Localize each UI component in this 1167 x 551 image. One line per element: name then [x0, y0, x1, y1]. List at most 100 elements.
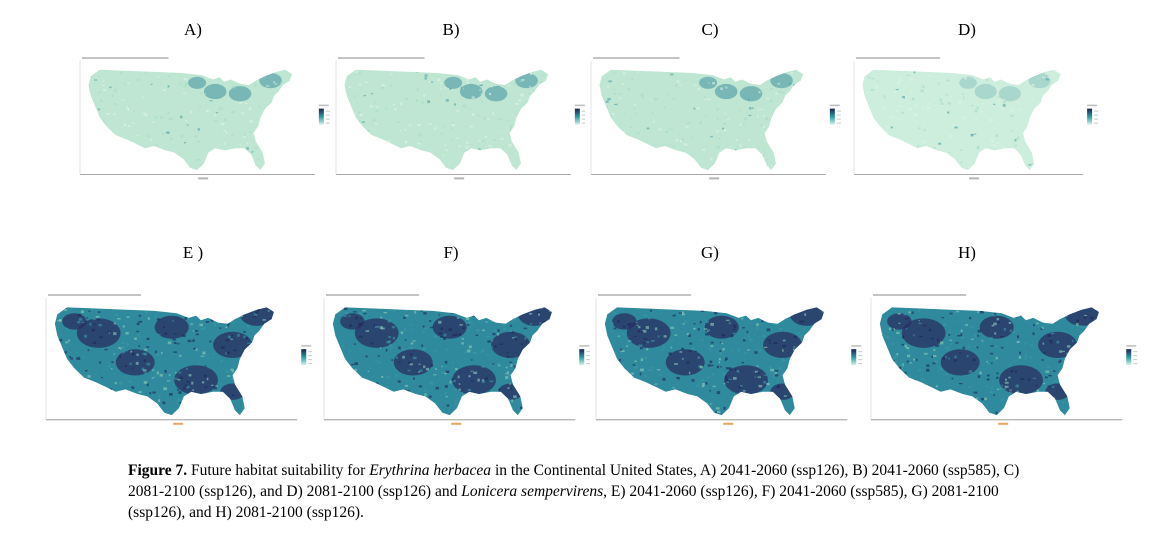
us-map	[54, 307, 274, 416]
legend-tick-mark	[1133, 363, 1138, 365]
x-axis-label-mark	[198, 177, 209, 180]
legend-colorbar	[301, 349, 307, 366]
caption-text-2: in the Continental United States, A) 204…	[128, 462, 1020, 500]
legend-tick-mark	[1133, 359, 1138, 361]
legend	[318, 104, 330, 125]
legend-tick-mark	[858, 351, 863, 353]
x-axis-label-mark	[723, 422, 734, 425]
legend-tick-mark	[586, 363, 591, 365]
legend	[1126, 345, 1138, 366]
panel-label-e: E )	[182, 243, 204, 262]
caption-text-1: Future habitat suitability for	[187, 462, 370, 479]
plot-title-mark	[326, 294, 420, 296]
panel-label-d: D)	[958, 20, 976, 39]
legend-tick-mark	[581, 122, 586, 124]
map-panel-g	[590, 292, 872, 437]
legend-tick-mark	[1133, 355, 1138, 357]
plot-title-mark	[873, 294, 967, 296]
plot-title-mark	[598, 294, 692, 296]
legend-tick-mark	[308, 359, 313, 361]
plot-title-mark	[82, 57, 169, 59]
map-svg	[590, 57, 841, 180]
legend-tick-mark	[836, 114, 841, 116]
panel-label-c: C)	[701, 20, 719, 39]
legend-tick-mark	[1094, 114, 1099, 116]
legend-colorbar	[318, 108, 324, 125]
legend-tick-mark	[836, 122, 841, 124]
us-map	[604, 307, 824, 416]
map-panel-c	[585, 55, 847, 190]
legend-tick-mark	[308, 363, 313, 365]
legend-tick-mark	[1094, 110, 1099, 112]
map-panel-h	[865, 292, 1147, 437]
us-map	[862, 69, 1061, 171]
legend-tick-mark	[836, 118, 841, 120]
legend-tick-mark	[581, 110, 586, 112]
plot-title-mark	[856, 57, 941, 59]
map-svg	[45, 294, 313, 425]
plot-title-mark	[48, 294, 142, 296]
x-axis-label-mark	[709, 177, 720, 180]
legend-tick-mark	[1094, 118, 1099, 120]
legend-tick-mark	[325, 110, 330, 112]
legend-colorbar	[1087, 108, 1093, 125]
figure-caption: Figure 7. Future habitat suitability for…	[128, 460, 1048, 523]
legend-title-mark	[851, 345, 862, 347]
legend-tick-mark	[586, 359, 591, 361]
legend-tick-mark	[1094, 122, 1099, 124]
legend-tick-mark	[586, 351, 591, 353]
caption-figure-label: Figure 7.	[128, 462, 188, 479]
legend-title-mark	[579, 345, 590, 347]
plot-title-mark	[593, 57, 680, 59]
legend-tick-mark	[308, 351, 313, 353]
legend-title-mark	[829, 104, 840, 107]
panel-label-b: B)	[442, 20, 460, 39]
legend-tick-mark	[858, 363, 863, 365]
map-svg	[595, 294, 863, 425]
map-panel-b	[330, 55, 592, 190]
suitability-texture	[604, 307, 824, 416]
legend-colorbar	[579, 349, 585, 366]
legend-tick-mark	[1133, 351, 1138, 353]
legend-title-mark	[318, 104, 329, 107]
x-axis-label-mark	[173, 422, 184, 425]
map-panel-f	[318, 292, 600, 437]
legend-colorbar	[1126, 349, 1132, 366]
legend-tick-mark	[836, 110, 841, 112]
caption-text-3: , E) 2041-2060 (ssp126), F) 2041-2060 (s…	[128, 483, 999, 521]
caption-species-1: Erythrina herbacea	[369, 462, 492, 479]
legend-title-mark	[1087, 104, 1098, 107]
map-svg	[335, 57, 586, 180]
legend-tick-mark	[581, 114, 586, 116]
us-map	[879, 307, 1099, 416]
map-svg	[79, 57, 330, 180]
map-panel-e	[40, 292, 322, 437]
us-map	[88, 69, 293, 171]
legend	[829, 104, 841, 125]
legend-tick-mark	[325, 114, 330, 116]
map-panel-d	[848, 55, 1103, 190]
legend-title-mark	[1126, 345, 1137, 347]
legend-colorbar	[851, 349, 857, 366]
legend	[301, 345, 313, 366]
caption-species-2: Lonicera sempervirens	[461, 483, 604, 500]
legend	[579, 345, 591, 366]
us-map	[599, 69, 804, 171]
plot-title-mark	[338, 57, 425, 59]
legend	[1087, 104, 1099, 125]
x-axis-label-mark	[998, 422, 1009, 425]
legend-colorbar	[574, 108, 580, 125]
map-svg	[323, 294, 591, 425]
panel-label-h: H)	[958, 243, 976, 262]
legend-tick-mark	[858, 355, 863, 357]
map-svg	[870, 294, 1138, 425]
legend-tick-mark	[325, 118, 330, 120]
legend-tick-mark	[308, 355, 313, 357]
map-panel-a	[74, 55, 336, 190]
us-outline	[862, 69, 1061, 171]
us-map	[344, 69, 549, 171]
legend-title-mark	[574, 104, 585, 107]
legend-tick-mark	[581, 118, 586, 120]
legend-title-mark	[301, 345, 312, 347]
legend	[574, 104, 586, 125]
